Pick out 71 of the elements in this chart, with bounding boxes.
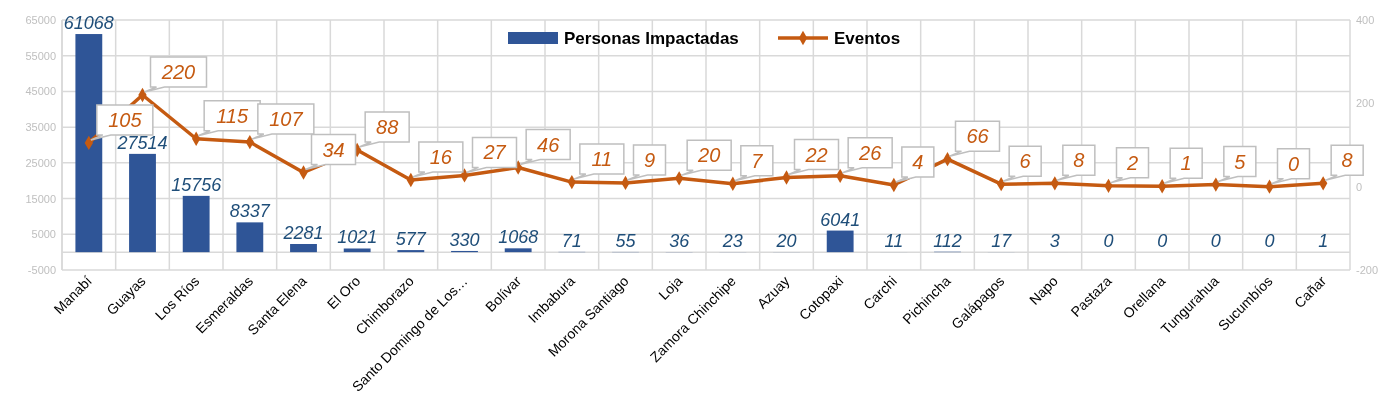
data-label: 1021 <box>337 227 378 248</box>
data-label: 88 <box>376 116 399 138</box>
data-label: 3 <box>1049 231 1060 252</box>
data-label: 8337 <box>229 201 271 222</box>
data-label: 8 <box>1073 149 1085 172</box>
data-label: 11 <box>591 148 613 171</box>
data-label: 1 <box>1318 231 1329 252</box>
data-label: 105 <box>108 108 143 131</box>
bar <box>504 248 532 253</box>
y-tick-label: 15000 <box>25 192 56 205</box>
data-label: 6 <box>1019 150 1032 173</box>
y2-tick-label: 200 <box>1356 97 1375 110</box>
data-label: 22 <box>804 143 828 166</box>
data-label: 0 <box>1264 231 1275 252</box>
data-label: 6041 <box>820 209 861 230</box>
bar <box>343 248 371 253</box>
data-label: 1068 <box>498 227 539 248</box>
bar <box>182 195 210 253</box>
data-label: 0 <box>1287 152 1300 175</box>
bar <box>397 250 425 253</box>
bar <box>236 222 264 253</box>
data-label: 26 <box>858 141 883 164</box>
data-label: 115 <box>216 104 249 127</box>
data-label: 15756 <box>171 174 223 195</box>
y-tick-label: 35000 <box>25 121 56 134</box>
data-label: 7 <box>751 149 764 172</box>
legend-label: Personas Impactadas <box>564 29 739 48</box>
data-label: 0 <box>1103 231 1114 252</box>
y2-tick-label: -200 <box>1356 264 1379 276</box>
data-label: 16 <box>429 146 453 168</box>
data-label: 577 <box>395 229 427 250</box>
data-label: 61068 <box>63 13 114 34</box>
y-tick-label: 55000 <box>25 49 56 62</box>
bar <box>129 153 156 253</box>
data-label: 27 <box>482 141 507 164</box>
data-label: 2 <box>1125 151 1139 174</box>
data-label: 17 <box>991 231 1013 252</box>
data-label: 55 <box>615 230 637 251</box>
data-label: 0 <box>1157 231 1168 252</box>
data-label: 11 <box>884 231 904 252</box>
data-label: 9 <box>643 148 656 171</box>
y-tick-label: 5000 <box>31 228 56 241</box>
data-label: 66 <box>966 125 990 148</box>
data-label: 34 <box>322 138 345 161</box>
data-label: 71 <box>561 230 582 251</box>
bar <box>290 244 317 253</box>
data-label: 107 <box>269 108 304 131</box>
data-label: 5 <box>1234 150 1247 173</box>
bar <box>826 230 854 253</box>
data-label: 23 <box>721 231 743 252</box>
y-tick-label: 65000 <box>25 14 56 26</box>
x-tick-label: Loja <box>655 272 686 303</box>
data-label: 1 <box>1180 152 1192 175</box>
data-label: 8 <box>1341 149 1353 172</box>
data-label: 2281 <box>282 223 324 243</box>
data-label: 20 <box>697 144 721 167</box>
data-label: 27514 <box>116 132 168 153</box>
data-label: 220 <box>160 61 196 83</box>
y-tick-label: -5000 <box>27 264 56 276</box>
data-label: 4 <box>912 151 924 173</box>
data-label: 112 <box>933 230 962 251</box>
data-label: 0 <box>1210 231 1221 252</box>
legend-label: Eventos <box>834 29 901 48</box>
data-label: 20 <box>775 231 797 252</box>
y-tick-label: 45000 <box>25 85 56 98</box>
bar <box>75 34 103 253</box>
data-label: 330 <box>449 229 480 250</box>
data-label: 46 <box>537 133 561 156</box>
data-label: 36 <box>669 231 691 252</box>
y-tick-label: 25000 <box>25 156 56 169</box>
y2-tick-label: 400 <box>1356 14 1375 26</box>
